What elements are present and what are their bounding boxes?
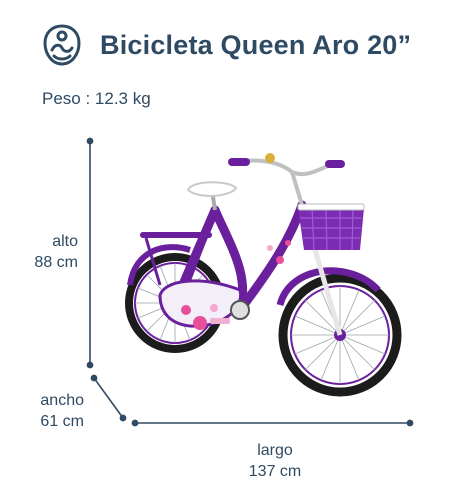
product-title: Bicicleta Queen Aro 20” — [100, 30, 412, 60]
height-label: alto 88 cm — [0, 231, 78, 273]
weight-spec: Peso : 12.3 kg — [42, 89, 151, 108]
height-label-name: alto — [52, 233, 78, 250]
crank — [230, 300, 250, 320]
width-label-value: 61 cm — [40, 413, 84, 430]
seat — [186, 181, 238, 197]
width-label: ancho 61 cm — [0, 390, 84, 432]
length-line-end-dot — [406, 419, 414, 427]
width-label-name: ancho — [40, 392, 84, 409]
width-line — [93, 377, 124, 419]
length-line-start-dot — [131, 419, 139, 427]
rear-rack — [140, 232, 212, 238]
brand-logo-icon — [43, 24, 81, 66]
width-line-start-dot — [90, 374, 98, 382]
bicycle-image — [125, 153, 402, 397]
height-line-bottom-dot — [86, 361, 94, 369]
handlebar — [229, 158, 333, 177]
height-label-value: 88 cm — [34, 254, 78, 271]
width-line-end-dot — [119, 414, 127, 422]
length-label: largo 137 cm — [213, 440, 337, 482]
front-basket — [297, 203, 365, 251]
height-line-top-dot — [86, 137, 94, 145]
length-label-name: largo — [257, 442, 293, 459]
rear-fender — [127, 244, 191, 286]
length-label-value: 137 cm — [248, 463, 302, 480]
